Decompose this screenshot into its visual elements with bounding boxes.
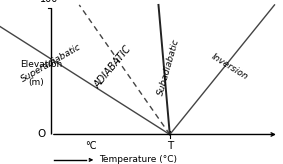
Text: 100: 100 [40,0,59,4]
Text: Superadiabatic: Superadiabatic [19,42,82,84]
Text: Subadiabatic: Subadiabatic [156,38,181,97]
Text: °C: °C [85,141,96,151]
Text: ADIABATIC: ADIABATIC [92,44,133,90]
Text: T: T [167,141,173,151]
Text: Elevation: Elevation [20,60,62,69]
Text: (m): (m) [28,78,44,87]
Text: Temperature (°C): Temperature (°C) [99,155,177,164]
Text: Inversion: Inversion [210,52,250,82]
Text: O: O [37,130,45,139]
